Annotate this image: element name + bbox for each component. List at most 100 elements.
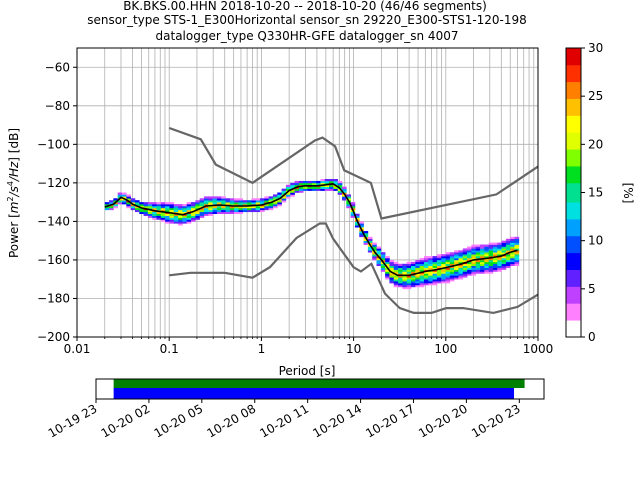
timeline-tick-label: 10-20 02: [99, 401, 153, 440]
psd-histogram-cell: [505, 256, 511, 259]
psd-histogram-cell: [419, 284, 425, 288]
psd-histogram-cell: [251, 200, 257, 203]
psd-histogram-cell: [415, 259, 420, 263]
y-tick-label: −200: [37, 330, 70, 344]
psd-histogram-cell: [475, 250, 481, 253]
colorbar-swatch: [566, 315, 581, 319]
colorbar-swatch: [566, 190, 581, 193]
psd-histogram-cell: [165, 219, 170, 222]
psd-histogram-cell: [458, 259, 464, 263]
psd-histogram-cell: [281, 192, 287, 195]
psd-histogram-cell: [467, 267, 472, 270]
psd-histogram-cell: [454, 259, 459, 263]
colorbar-swatch: [566, 175, 581, 179]
colorbar-swatch: [566, 81, 581, 85]
psd-histogram-cell: [329, 188, 334, 191]
colorbar-swatch: [566, 320, 581, 323]
psd-histogram-cell: [458, 277, 464, 280]
psd-histogram-cell: [160, 211, 166, 214]
psd-histogram-cell: [449, 277, 455, 280]
psd-histogram-cell: [225, 207, 231, 211]
psd-histogram-cell: [436, 261, 442, 265]
psd-histogram-cell: [109, 207, 114, 211]
psd-histogram-cell: [346, 204, 351, 207]
psd-histogram-cell: [165, 217, 170, 220]
y-axis-label: Power [m2/s4/Hz] [dB]: [6, 128, 21, 258]
psd-histogram-cell: [234, 200, 239, 203]
psd-histogram-cell: [458, 256, 464, 259]
psd-histogram-cell: [462, 265, 468, 268]
psd-histogram-cell: [376, 261, 382, 265]
psd-histogram-cell: [411, 261, 416, 265]
psd-histogram-cell: [303, 186, 308, 189]
psd-histogram-cell: [307, 182, 313, 186]
psd-histogram-cell: [385, 273, 390, 276]
psd-histogram-cell: [376, 259, 382, 263]
psd-histogram-cell: [454, 252, 459, 255]
psd-histogram-cell: [505, 246, 511, 249]
psd-histogram-cell: [480, 246, 485, 249]
colorbar-swatch: [566, 329, 581, 333]
psd-histogram-cell: [156, 215, 162, 218]
psd-histogram-cell: [130, 198, 136, 201]
colorbar-swatch: [566, 223, 581, 227]
colorbar-swatch: [566, 228, 581, 232]
psd-histogram-cell: [488, 242, 494, 245]
colorbar-swatch: [566, 233, 581, 237]
psd-histogram-cell: [454, 277, 459, 280]
psd-histogram-cell: [458, 252, 464, 255]
psd-histogram-cell: [492, 244, 498, 247]
psd-histogram-cell: [423, 263, 429, 267]
psd-histogram-cell: [367, 240, 373, 243]
psd-histogram-cell: [311, 180, 317, 184]
psd-histogram-cell: [147, 205, 153, 209]
psd-histogram-cell: [385, 261, 390, 265]
psd-histogram-cell: [324, 184, 330, 188]
psd-histogram-cell: [462, 269, 468, 272]
psd-histogram-cell: [195, 213, 200, 216]
psd-histogram-cell: [216, 207, 222, 211]
colorbar-swatch: [566, 110, 581, 114]
psd-histogram-cell: [320, 180, 326, 184]
psd-histogram-cell: [208, 211, 213, 214]
psd-histogram-cell: [238, 202, 244, 205]
psd-histogram-cell: [303, 180, 308, 184]
psd-histogram-cell: [436, 279, 442, 282]
psd-histogram-cell: [380, 263, 386, 267]
psd-histogram-cell: [238, 207, 244, 211]
psd-histogram-cell: [475, 265, 481, 268]
psd-histogram-cell: [436, 275, 442, 278]
psd-histogram-cell: [402, 283, 408, 286]
y-axis-label-part: 4: [6, 181, 15, 186]
psd-histogram-cell: [316, 180, 321, 184]
y-tick-label: −120: [37, 176, 70, 190]
psd-histogram-cell: [359, 231, 364, 234]
psd-histogram-cell: [156, 211, 162, 214]
psd-histogram-cell: [255, 205, 261, 209]
psd-histogram-cell: [492, 267, 498, 270]
y-axis-label-part: m: [7, 202, 21, 214]
timeline-tick-label: 10-20 23: [469, 401, 523, 440]
psd-histogram-cell: [510, 242, 515, 245]
psd-histogram-cell: [337, 182, 343, 186]
psd-histogram-cell: [505, 242, 511, 245]
timeline-frame: [95, 378, 545, 400]
colorbar-swatch: [566, 226, 581, 230]
psd-histogram-cell: [449, 271, 455, 274]
psd-histogram-cell: [186, 215, 192, 218]
psd-histogram-cell: [432, 263, 438, 267]
psd-histogram-cell: [173, 215, 179, 218]
psd-histogram-cell: [234, 209, 239, 213]
psd-histogram-cell: [294, 182, 300, 186]
psd-histogram-cell: [501, 246, 507, 249]
psd-histogram-cell: [510, 258, 515, 261]
psd-histogram-cell: [419, 281, 425, 284]
psd-histogram-cell: [492, 263, 498, 267]
psd-histogram-cell: [436, 256, 442, 259]
psd-histogram-cell: [389, 277, 395, 280]
psd-histogram-cell: [169, 204, 175, 207]
psd-histogram-cell: [445, 275, 451, 278]
psd-histogram-cell: [480, 250, 485, 253]
colorbar-swatch: [566, 60, 581, 63]
psd-histogram-cell: [195, 217, 200, 220]
